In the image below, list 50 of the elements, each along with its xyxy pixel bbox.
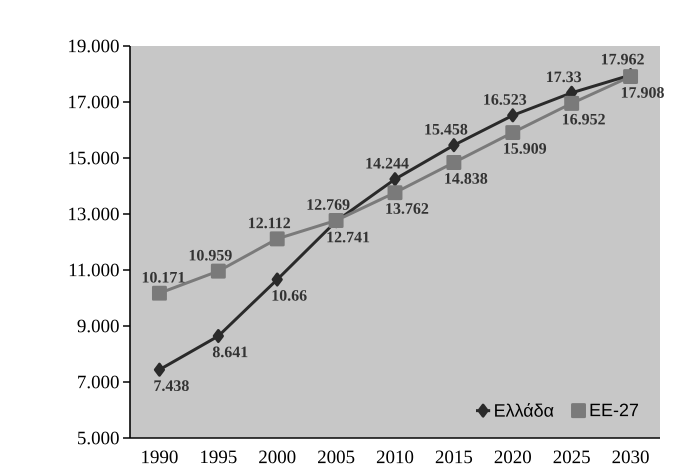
data-label: 14.244 bbox=[366, 158, 409, 169]
point bbox=[210, 264, 226, 279]
data-label: 7.438 bbox=[154, 380, 189, 392]
data-label: 12.769 bbox=[308, 199, 350, 210]
data-label: 12.741 bbox=[327, 232, 370, 243]
y-tick-label: 9.000 bbox=[78, 320, 119, 332]
x-tick-label: 2025 bbox=[554, 450, 590, 464]
data-label: 12.112 bbox=[249, 218, 290, 228]
data-label: 16.523 bbox=[484, 94, 526, 105]
point bbox=[270, 231, 285, 246]
x-tick-label: 1990 bbox=[142, 450, 178, 464]
y-tick-label: 15.000 bbox=[69, 152, 119, 164]
data-label: 8.641 bbox=[212, 346, 248, 358]
x-tick-label: 2015 bbox=[436, 450, 472, 464]
point bbox=[152, 286, 167, 301]
data-label: 17.908 bbox=[622, 87, 664, 98]
point bbox=[505, 125, 520, 140]
legend-label: Ελλάδα bbox=[495, 403, 554, 417]
x-tick-label: 2020 bbox=[494, 450, 531, 464]
y-tick-label: 5.000 bbox=[78, 432, 119, 444]
point bbox=[507, 108, 518, 122]
y-tick-label: 19.000 bbox=[69, 40, 119, 52]
data-label: 17.33 bbox=[547, 71, 582, 82]
data-label: 16.952 bbox=[562, 114, 605, 125]
x-tick-label: 1995 bbox=[201, 450, 237, 464]
point bbox=[272, 272, 283, 286]
data-label: 10.959 bbox=[190, 250, 232, 261]
y-tick-label: 7.000 bbox=[78, 376, 119, 388]
data-label: 13.762 bbox=[386, 203, 428, 214]
y-tick-label: 17.000 bbox=[69, 96, 119, 108]
point bbox=[154, 362, 166, 377]
point bbox=[389, 172, 401, 186]
x-tick-label: 2010 bbox=[376, 450, 414, 464]
y-tick-label: 11.000 bbox=[70, 264, 119, 276]
point bbox=[448, 138, 460, 152]
data-label: 10.66 bbox=[272, 290, 307, 301]
data-label: 14.838 bbox=[445, 173, 488, 184]
data-label: 15.458 bbox=[425, 124, 468, 135]
data-label: 15.909 bbox=[504, 143, 546, 154]
data-label: 10.171 bbox=[142, 272, 185, 283]
x-tick-label: 2000 bbox=[259, 450, 296, 464]
point bbox=[446, 155, 462, 170]
data-label: 17.962 bbox=[602, 54, 644, 65]
point bbox=[388, 185, 402, 200]
x-tick-label: 2005 bbox=[318, 450, 354, 464]
x-tick-label: 2030 bbox=[612, 450, 649, 464]
legend-label: ΕΕ-27 bbox=[590, 404, 638, 416]
point bbox=[212, 329, 224, 344]
y-tick-label: 13.000 bbox=[69, 208, 119, 220]
point bbox=[564, 96, 580, 111]
